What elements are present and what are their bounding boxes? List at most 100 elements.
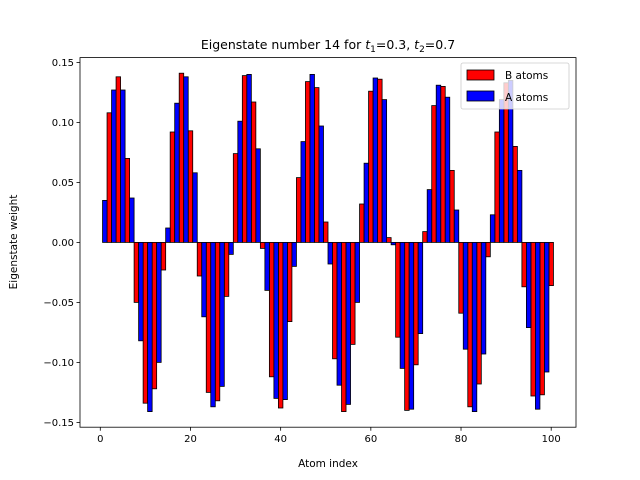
bar-b-atoms-38 <box>268 241 275 378</box>
bar-a-atoms-21 <box>192 172 198 243</box>
bar-a-atoms-67 <box>399 241 406 369</box>
bar-b-atoms-2 <box>106 112 112 243</box>
bar-b-atoms-54 <box>341 241 347 412</box>
bar-a-atoms-87 <box>489 214 496 243</box>
legend-label-b-atoms: B atoms <box>505 70 548 82</box>
bar-a-atoms-79 <box>453 209 460 243</box>
bar-b-atoms-86 <box>485 241 491 258</box>
bar-a-atoms-57 <box>354 241 360 303</box>
bar-b-atoms-46 <box>305 81 311 243</box>
title-t1-sub: 1 <box>370 45 376 55</box>
bar-a-atoms-39 <box>273 241 279 399</box>
bar-a-atoms-73 <box>426 189 433 243</box>
bar-b-atoms-64 <box>386 237 392 243</box>
bar-a-atoms-1 <box>102 199 108 243</box>
bar-b-atoms-36 <box>259 241 266 249</box>
bar-a-atoms-63 <box>381 99 388 243</box>
bar-b-atoms-66 <box>395 241 401 338</box>
bar-a-atoms-61 <box>372 77 379 243</box>
title-t2-val: =0.7 <box>425 37 455 52</box>
bar-a-atoms-19 <box>183 76 189 243</box>
bar-b-atoms-52 <box>332 241 338 360</box>
y-tick-label-5: 0.10 <box>52 118 74 129</box>
bar-a-atoms-43 <box>291 241 297 267</box>
bar-b-atoms-58 <box>359 203 365 243</box>
bar-b-atoms-22 <box>196 241 203 277</box>
bar-a-atoms-9 <box>138 241 144 342</box>
bar-b-atoms-56 <box>350 241 356 345</box>
x-tick-label-20: 20 <box>184 434 197 445</box>
bar-b-atoms-42 <box>287 241 293 322</box>
legend-swatch-a-atoms <box>466 90 495 102</box>
bar-a-atoms-35 <box>255 148 261 243</box>
bar-a-atoms-89 <box>498 99 505 243</box>
bar-b-atoms-34 <box>250 101 257 243</box>
bar-b-atoms-6 <box>124 157 131 243</box>
bar-a-atoms-45 <box>300 141 306 243</box>
bar-a-atoms-55 <box>345 241 351 405</box>
bar-a-atoms-75 <box>435 84 442 243</box>
bar-a-atoms-71 <box>417 241 424 334</box>
chart-title: Eigenstate number 14 for t1=0.3, t2=0.7 <box>201 37 455 55</box>
bar-b-atoms-98 <box>539 241 545 396</box>
bar-b-atoms-82 <box>467 241 473 408</box>
bar-a-atoms-33 <box>246 74 252 243</box>
bar-b-atoms-10 <box>142 241 149 404</box>
bar-a-atoms-49 <box>318 125 324 243</box>
bar-a-atoms-93 <box>516 169 523 243</box>
title-t2-var: t <box>414 37 420 52</box>
bar-b-atoms-44 <box>296 177 302 243</box>
bar-a-atoms-69 <box>408 241 415 410</box>
bar-b-atoms-20 <box>187 130 194 243</box>
bar-a-atoms-3 <box>111 89 117 243</box>
bar-b-atoms-76 <box>440 86 446 243</box>
bar-a-atoms-29 <box>228 241 234 255</box>
y-tick-label-6: 0.15 <box>52 58 74 69</box>
bar-b-atoms-80 <box>458 241 464 314</box>
bar-b-atoms-14 <box>160 241 167 271</box>
bar-b-atoms-94 <box>521 241 527 288</box>
bar-b-atoms-28 <box>223 241 230 297</box>
bar-a-atoms-25 <box>210 241 216 408</box>
bars-group <box>102 72 554 412</box>
plot-area-frame <box>79 57 577 428</box>
bar-b-atoms-16 <box>169 131 176 243</box>
bar-a-atoms-5 <box>120 89 126 243</box>
title-t1-val: =0.3, <box>376 37 414 52</box>
bar-a-atoms-15 <box>165 227 171 243</box>
bar-b-atoms-92 <box>512 145 518 243</box>
bar-b-atoms-70 <box>413 241 419 366</box>
bar-b-atoms-12 <box>151 241 158 390</box>
bar-a-atoms-17 <box>174 102 180 243</box>
title-t2-sub: 2 <box>419 45 425 55</box>
bar-a-atoms-41 <box>282 241 288 400</box>
bar-b-atoms-18 <box>178 72 185 243</box>
bar-b-atoms-4 <box>115 76 121 243</box>
bar-a-atoms-97 <box>535 241 541 410</box>
bar-a-atoms-59 <box>363 162 369 243</box>
bar-a-atoms-53 <box>336 241 342 386</box>
bar-b-atoms-88 <box>494 131 500 243</box>
y-axis-label: Eigenstate weight <box>8 195 20 290</box>
bar-b-atoms-50 <box>323 221 329 243</box>
bar-b-atoms-8 <box>133 241 140 303</box>
title-t1-var: t <box>365 37 371 52</box>
legend-swatch-b-atoms <box>466 69 495 81</box>
bar-a-atoms-83 <box>471 241 478 412</box>
bar-b-atoms-40 <box>277 241 284 409</box>
bar-a-atoms-11 <box>147 241 153 412</box>
bar-a-atoms-95 <box>526 241 532 328</box>
bar-a-atoms-51 <box>327 241 333 265</box>
bar-b-atoms-100 <box>548 241 554 286</box>
bar-a-atoms-47 <box>309 74 315 243</box>
bar-a-atoms-23 <box>201 241 207 318</box>
x-tick-label-60: 60 <box>364 434 377 445</box>
bar-b-atoms-78 <box>449 169 455 243</box>
bar-b-atoms-32 <box>241 75 248 243</box>
title-prefix: Eigenstate number 14 for <box>201 37 365 52</box>
bar-a-atoms-7 <box>129 197 135 243</box>
bar-a-atoms-37 <box>264 241 270 291</box>
bar-a-atoms-99 <box>544 241 550 373</box>
legend-label-a-atoms: A atoms <box>505 92 548 104</box>
bar-b-atoms-74 <box>431 105 437 243</box>
